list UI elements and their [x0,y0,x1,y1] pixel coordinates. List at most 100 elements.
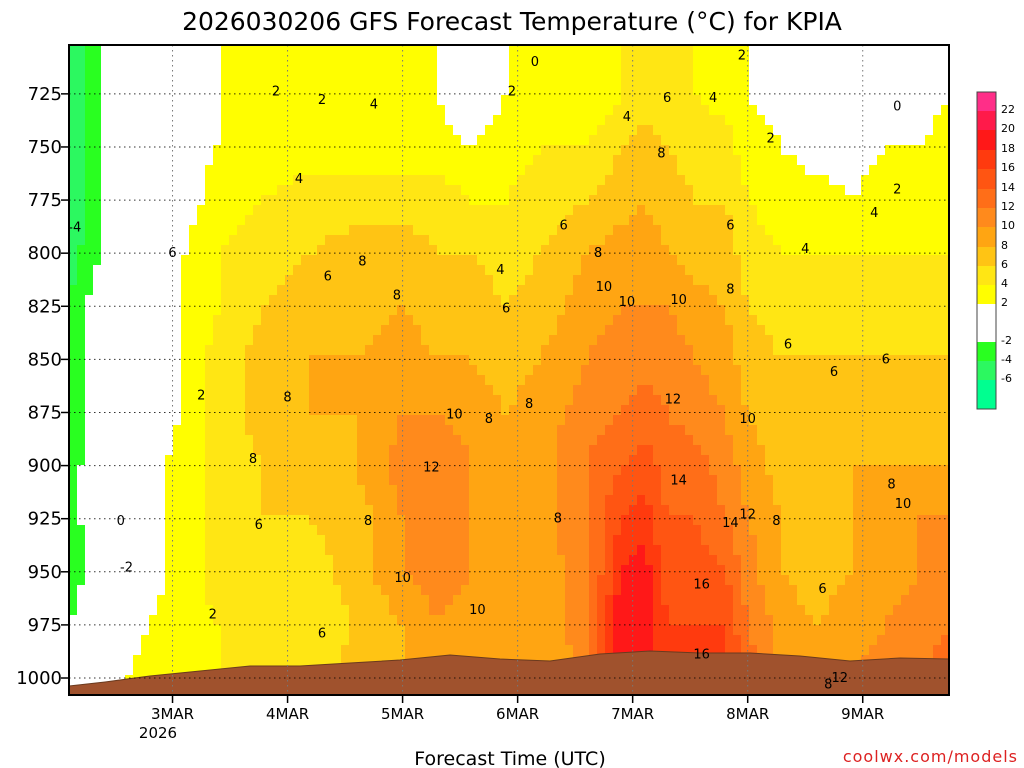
heat-cell [421,585,430,596]
heat-cell [533,205,542,216]
heat-cell [357,215,366,226]
heat-cell [77,515,86,526]
heat-cell [85,655,94,666]
heat-cell [285,385,294,396]
heat-cell [125,545,134,556]
heat-cell [445,535,454,546]
heat-cell [349,335,358,346]
heat-cell [581,395,590,406]
heat-cell [77,485,86,496]
heat-cell [141,475,150,486]
heat-cell [309,195,318,206]
heat-cell [501,475,510,486]
heat-cell [429,295,438,306]
heat-cell [645,185,654,196]
heat-cell [581,175,590,186]
heat-cell [669,175,678,186]
heat-cell [253,45,262,56]
heat-cell [141,575,150,586]
heat-cell [173,655,182,666]
heat-cell [421,575,430,586]
heat-cell [413,505,422,516]
heat-cell [501,125,510,136]
heat-cell [277,335,286,346]
heat-cell [357,455,366,466]
heat-cell [341,125,350,136]
heat-cell [677,335,686,346]
heat-cell [573,285,582,296]
heat-cell [213,655,222,666]
heat-cell [213,235,222,246]
heat-cell [237,565,246,576]
heat-cell [525,445,534,456]
heat-cell [205,595,214,606]
heat-cell [645,235,654,246]
heat-cell [509,115,518,126]
heat-cell [309,165,318,176]
heat-cell [221,475,230,486]
heat-cell [405,275,414,286]
heat-cell [309,175,318,186]
heat-cell [165,525,174,536]
heat-cell [293,475,302,486]
heat-cell [557,405,566,416]
heat-cell [501,105,510,116]
heat-cell [445,235,454,246]
heat-cell [349,325,358,336]
heat-cell [445,455,454,466]
heat-cell [613,645,622,656]
heat-cell [357,585,366,596]
heat-cell [341,175,350,186]
heat-cell [277,135,286,146]
heat-cell [405,455,414,466]
heat-cell [525,555,534,566]
heat-cell [325,75,334,86]
heat-cell [333,245,342,256]
heat-cell [645,295,654,306]
heat-cell [485,585,494,596]
heat-cell [357,145,366,156]
heat-cell [445,365,454,376]
heat-cell [261,175,270,186]
heat-cell [221,405,230,416]
heat-cell [517,185,526,196]
heat-cell [69,665,78,676]
heat-cell [277,45,286,56]
heat-cell [637,255,646,266]
heat-cell [525,495,534,506]
heat-cell [629,605,638,616]
heat-cell [77,665,86,676]
heat-cell [533,45,542,56]
heat-cell [357,305,366,316]
heat-cell [581,545,590,556]
heat-cell [557,425,566,436]
heat-cell [565,75,574,86]
heat-cell [165,285,174,296]
heat-cell [453,245,462,256]
heat-cell [469,395,478,406]
heat-cell [453,325,462,336]
heat-cell [261,55,270,66]
heat-cell [477,595,486,606]
heat-cell [149,645,158,656]
heat-cell [541,405,550,416]
heat-cell [413,325,422,336]
heat-cell [133,605,142,616]
heat-cell [469,595,478,606]
heat-cell [629,175,638,186]
heat-cell [165,375,174,386]
heat-cell [629,515,638,526]
heat-cell [493,275,502,286]
heat-cell [269,375,278,386]
heat-cell [365,475,374,486]
heat-cell [589,585,598,596]
heat-cell [485,55,494,66]
heat-cell [325,285,334,296]
heat-cell [509,405,518,416]
heat-cell [301,75,310,86]
heat-cell [509,55,518,66]
heat-cell [333,595,342,606]
heat-cell [253,595,262,606]
heat-cell [149,445,158,456]
heat-cell [237,285,246,296]
